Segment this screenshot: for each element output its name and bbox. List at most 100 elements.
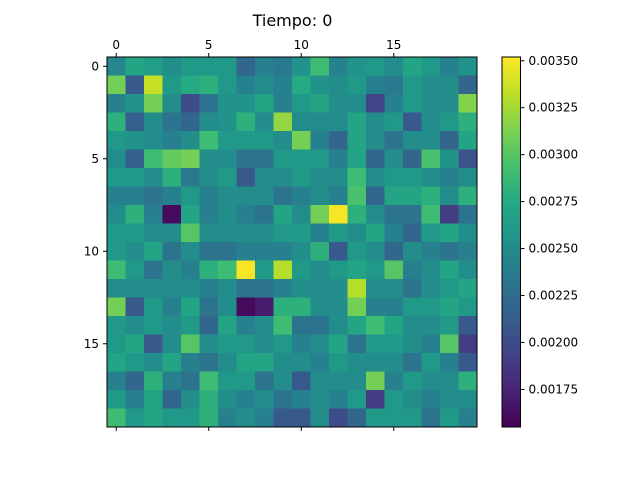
heatmap-cell xyxy=(236,149,256,169)
x-tick-label: 15 xyxy=(386,38,401,52)
heatmap-cell xyxy=(162,94,182,113)
heatmap-cell xyxy=(384,131,404,150)
x-tick-label: 10 xyxy=(294,38,309,52)
heatmap-cell xyxy=(236,334,256,354)
heatmap-cell xyxy=(181,334,200,354)
heatmap-cell xyxy=(255,149,274,169)
heatmap-cell xyxy=(310,57,330,76)
heatmap-cell xyxy=(144,316,163,335)
heatmap-cell xyxy=(347,223,367,243)
heatmap-cell xyxy=(199,223,219,243)
colorbar-tick-label: 0.00200 xyxy=(529,335,579,349)
heatmap-cell xyxy=(273,149,293,169)
heatmap-cell xyxy=(458,112,478,132)
heatmap-cell xyxy=(162,371,182,391)
heatmap-cell xyxy=(310,316,330,335)
heatmap-cell xyxy=(329,316,348,335)
heatmap-cell xyxy=(366,186,385,206)
heatmap-cell xyxy=(181,168,200,187)
heatmap-cell xyxy=(366,408,385,428)
heatmap-cell xyxy=(107,297,126,317)
heatmap-cell xyxy=(403,205,422,224)
heatmap-cell xyxy=(421,390,441,409)
heatmap-cell xyxy=(273,316,293,335)
heatmap-cell xyxy=(347,149,367,169)
heatmap-cell xyxy=(310,75,330,95)
heatmap-cell xyxy=(144,242,163,261)
heatmap-cell xyxy=(199,75,219,95)
heatmap-cell xyxy=(292,408,311,428)
heatmap-cell xyxy=(255,316,274,335)
heatmap-cell xyxy=(347,94,367,113)
heatmap-cell xyxy=(403,75,422,95)
heatmap-cell xyxy=(144,334,163,354)
heatmap-cell xyxy=(255,371,274,391)
heatmap-cell xyxy=(421,334,441,354)
heatmap-cell xyxy=(347,371,367,391)
heatmap-cell xyxy=(199,316,219,335)
colorbar-tick-label: 0.00175 xyxy=(529,382,579,396)
heatmap-cell xyxy=(162,242,182,261)
heatmap-cell xyxy=(440,408,459,428)
heatmap-cell xyxy=(440,316,459,335)
heatmap-cell xyxy=(218,408,237,428)
heatmap-cell xyxy=(440,168,459,187)
heatmap-cell xyxy=(199,353,219,372)
heatmap-cell xyxy=(292,371,311,391)
heatmap-cell xyxy=(255,186,274,206)
heatmap-cell xyxy=(144,260,163,280)
heatmap-cell xyxy=(125,390,145,409)
heatmap-cell xyxy=(329,205,348,224)
heatmap-cell xyxy=(384,242,404,261)
heatmap-cell xyxy=(329,112,348,132)
heatmap-cell xyxy=(310,260,330,280)
heatmap-cell xyxy=(329,297,348,317)
heatmap-cell xyxy=(421,260,441,280)
heatmap-cell xyxy=(310,242,330,261)
heatmap-cell xyxy=(107,260,126,280)
heatmap-cell xyxy=(144,112,163,132)
heatmap-cell xyxy=(347,353,367,372)
heatmap-cell xyxy=(144,297,163,317)
heatmap-cell xyxy=(384,223,404,243)
heatmap-cell xyxy=(366,94,385,113)
heatmap-cell xyxy=(403,149,422,169)
heatmap-cell xyxy=(144,279,163,298)
heatmap-cell xyxy=(329,371,348,391)
heatmap-cell xyxy=(366,112,385,132)
heatmap-cell xyxy=(403,334,422,354)
heatmap-cell xyxy=(236,260,256,280)
heatmap-cell xyxy=(421,75,441,95)
heatmap-cell xyxy=(255,408,274,428)
heatmap-cell xyxy=(162,75,182,95)
heatmap-cell xyxy=(144,408,163,428)
heatmap-cell xyxy=(310,390,330,409)
heatmap-cell xyxy=(329,242,348,261)
heatmap-cell xyxy=(366,223,385,243)
heatmap-cell xyxy=(236,75,256,95)
heatmap-cell xyxy=(421,353,441,372)
heatmap-cell xyxy=(384,408,404,428)
heatmap-cell xyxy=(181,242,200,261)
heatmap-cell xyxy=(144,131,163,150)
heatmap-cell xyxy=(440,149,459,169)
heatmap-cell xyxy=(181,279,200,298)
heatmap-cell xyxy=(347,408,367,428)
heatmap-cell xyxy=(403,57,422,76)
heatmap-cell xyxy=(310,112,330,132)
heatmap-cell xyxy=(421,316,441,335)
heatmap-cell xyxy=(162,168,182,187)
heatmap-cell xyxy=(162,316,182,335)
heatmap-cell xyxy=(440,57,459,76)
heatmap-cell xyxy=(107,75,126,95)
heatmap-cell xyxy=(181,297,200,317)
heatmap-cell xyxy=(255,260,274,280)
heatmap-cell xyxy=(366,57,385,76)
heatmap-cell xyxy=(329,57,348,76)
heatmap-cell xyxy=(107,112,126,132)
heatmap-cell xyxy=(107,205,126,224)
heatmap-cell xyxy=(292,353,311,372)
colorbar-tick-label: 0.00275 xyxy=(529,195,579,209)
heatmap-cell xyxy=(199,168,219,187)
